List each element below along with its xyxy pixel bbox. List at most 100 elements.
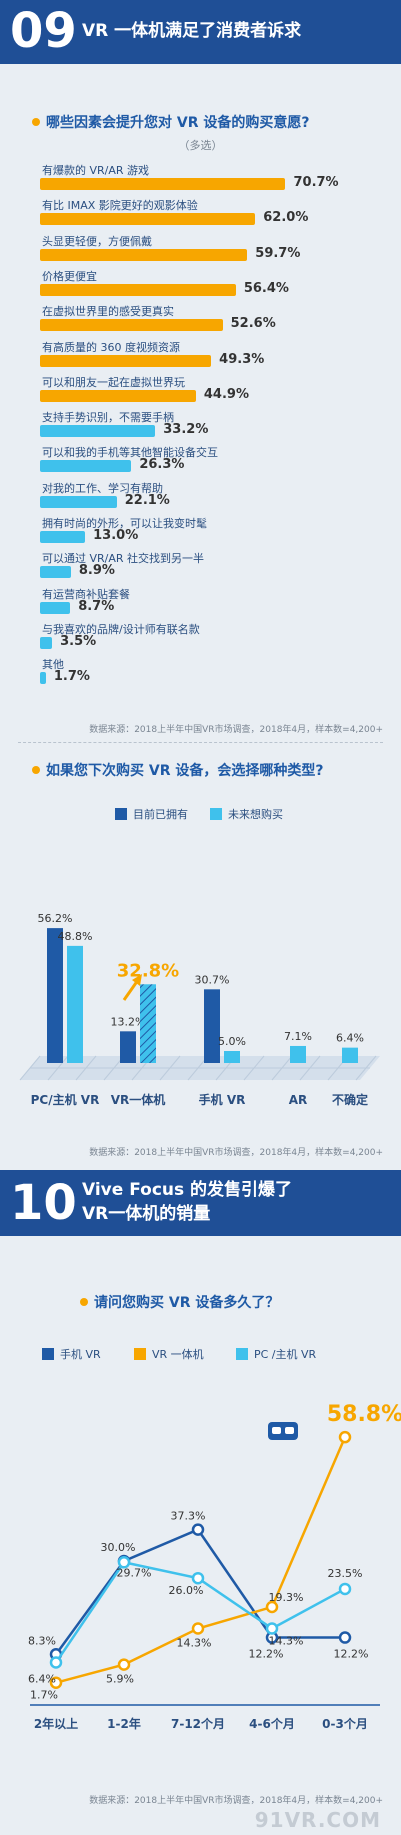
section-title-line1: Vive Focus 的发售引爆了 (82, 1180, 293, 1200)
ownership-duration-line-chart: 2年以上 1-2年 7-12个月 4-6个月 0-3个月 8.3% 30.0% 37.3% 12… (28, 1402, 401, 1731)
data-point (49, 1656, 63, 1669)
bar (40, 531, 86, 543)
data-point (191, 1571, 205, 1585)
question-next-vr-type: 如果您下次购买 VR 设备，会选择哪种类型? (32, 760, 323, 780)
bar-category-label: 头显更轻便，方便佩戴 (42, 234, 152, 248)
bar-category-label: 拥有时尚的外形，可以让我变时髦 (42, 517, 207, 530)
bar-want (342, 1047, 358, 1063)
section-09-banner: 09 VR 一体机满足了消费者诉求 (0, 0, 401, 64)
bar (40, 319, 223, 332)
bar (40, 495, 117, 508)
bar-owned (47, 928, 63, 1063)
bar (40, 354, 212, 367)
bar (40, 213, 256, 226)
question-text: 如果您下次购买 VR 设备，会选择哪种类型? (46, 763, 324, 779)
section-title: VR 一体机满足了消费者诉求 (82, 21, 302, 41)
legend-pc-vr: PC /主机 VR (236, 1343, 316, 1362)
bar (40, 425, 156, 438)
question-purchase-factors: 哪些因素会提升您对 VR 设备的购买意愿? (32, 112, 309, 132)
bar-category-label: 其他 (42, 658, 64, 672)
bar-value-label: 8.9% (78, 563, 115, 579)
point-value-label: 23.5% (328, 1567, 363, 1580)
section-10-banner: 10 Vive Focus 的发售引爆了 VR一体机的销量 (0, 1170, 401, 1236)
bar-value-label: 5.0% (218, 1035, 246, 1048)
x-tick-label: AR (289, 1093, 308, 1107)
legend-want: 未来想购买 (210, 803, 283, 822)
bullet-dot-icon (32, 118, 40, 126)
bar-category-label: 有运营商补贴套餐 (42, 587, 130, 601)
legend-label: 目前已拥有 (133, 808, 188, 821)
bar-category-label: 可以通过 VR/AR 社交找到另一半 (42, 552, 205, 566)
section-number: 10 (10, 1175, 77, 1231)
section-number: 09 (10, 3, 77, 59)
headset-body (268, 1422, 298, 1440)
bar-want (290, 1045, 306, 1063)
bar (40, 636, 53, 649)
bar-value-label: 49.3% (219, 351, 265, 367)
point-value-label: 6.4% (28, 1672, 56, 1685)
bar-owned (204, 989, 220, 1063)
bar-category-label: 有爆款的 VR/AR 游戏 (42, 164, 150, 177)
point-value-label: 5.9% (106, 1673, 134, 1686)
legend-label: PC /主机 VR (254, 1348, 317, 1361)
bar-value-label: 6.4% (336, 1032, 364, 1045)
legend-owned: 目前已拥有 (115, 803, 188, 822)
bar-want (224, 1051, 240, 1063)
x-tick-label: 手机 VR (199, 1092, 246, 1107)
bar-want (67, 945, 83, 1063)
bar-value-label: 7.1% (284, 1030, 312, 1043)
legend-swatch-mobile (42, 1348, 54, 1360)
data-point (117, 1556, 131, 1569)
multi-select-note: （多选） (178, 139, 223, 152)
vr-headset-icon (268, 1422, 298, 1440)
bar-value-label: 56.2% (38, 912, 73, 925)
x-tick-label: 7-12个月 (171, 1716, 225, 1731)
x-tick-label: 4-6个月 (249, 1716, 295, 1731)
point-value-label: 58.8% (327, 1402, 401, 1427)
legend-swatch-owned (115, 808, 127, 820)
legend-label: 手机 VR (60, 1348, 101, 1361)
point-value-label: 30.0% (101, 1541, 136, 1554)
bar-value-label: 13.0% (93, 528, 139, 543)
x-tick-label: PC/主机 VR (31, 1092, 100, 1107)
bar-category-label: 有比 IMAX 影院更好的观影体验 (42, 199, 198, 213)
data-source: 数据来源：2018上半年中国VR市场调查，2018年4月，样本数=4,200+ (89, 725, 383, 735)
data-point (338, 1430, 352, 1444)
point-value-label: 8.3% (28, 1634, 56, 1647)
bar (40, 248, 248, 261)
bar-value-label: 33.2% (163, 422, 209, 438)
bar (40, 389, 196, 402)
bar-value-label: 44.9% (203, 386, 249, 402)
data-point (49, 1676, 63, 1689)
x-tick-label: 1-2年 (107, 1716, 141, 1731)
legend-swatch-want (210, 808, 222, 820)
growth-arrow-icon (122, 979, 140, 1001)
point-value-label: 29.7% (117, 1566, 152, 1579)
bar (40, 283, 236, 296)
x-tick-label: 0-3个月 (322, 1716, 368, 1731)
data-point (338, 1582, 352, 1596)
legend-label: 未来想购买 (228, 808, 283, 821)
bar (40, 566, 71, 579)
bar-value-label: 22.1% (124, 492, 170, 508)
headset-lens (272, 1427, 281, 1434)
bar (40, 672, 46, 685)
data-point (191, 1523, 205, 1536)
legend-standalone-vr: VR 一体机 (134, 1343, 204, 1362)
question-text: 哪些因素会提升您对 VR 设备的购买意愿? (46, 115, 310, 131)
data-point (265, 1600, 279, 1614)
bar-category-label: 在虚拟世界里的感受更真实 (42, 305, 174, 319)
legend-swatch-pc (236, 1348, 248, 1360)
point-value-label: 37.3% (171, 1510, 206, 1523)
bar-category-label: 与我喜欢的品牌/设计师有联名款 (42, 622, 200, 636)
bar-value-label: 13.2% (111, 1015, 146, 1028)
next-vr-type-bar-chart: 56.2% 48.8% PC/主机 VR 13.2% 32.8% VR一体机 30.7% 5.… (19, 912, 380, 1107)
bar-category-label: 可以和我的手机等其他智能设备交互 (42, 446, 218, 460)
x-tick-label: 2年以上 (34, 1716, 78, 1731)
bar-value-label: 30.7% (195, 973, 230, 986)
bar-value-label: 62.0% (263, 210, 309, 226)
legend-mobile-vr: 手机 VR (42, 1343, 101, 1362)
bar (40, 601, 71, 614)
point-value-label: 12.2% (249, 1648, 284, 1661)
point-value-label: 14.3% (269, 1635, 304, 1648)
